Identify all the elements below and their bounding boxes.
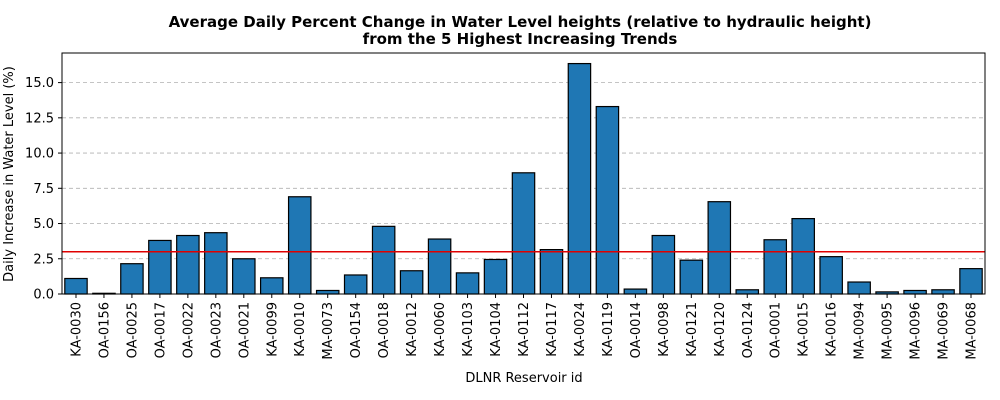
x-axis: KA-0030 OA-0156 OA-0025 OA-0017 OA-0022 OA-00… [69,294,980,360]
bars [64,62,983,295]
bar-ma-0096 [903,289,927,295]
x-tick-label: OA-0021 [237,302,252,358]
bar-ma-0094 [847,281,871,295]
x-axis-label: DLNR Reservoir id [465,371,582,386]
bar-ka-0060 [427,238,452,295]
y-tick-label: 7.5 [33,182,54,197]
bar-ka-0010 [287,196,312,295]
bar-oa-0017 [148,239,172,295]
bar-ma-0068 [959,268,983,295]
x-tick-label: KA-0119 [601,302,616,357]
bar-oa-0022 [176,234,200,295]
x-tick-label: OA-0023 [209,302,224,358]
x-tick-label: KA-0104 [489,302,504,357]
x-tick-label: MA-0095 [881,302,896,360]
y-tick-label: 15.0 [25,76,54,91]
bar-ka-0030 [64,277,88,295]
x-tick-label: KA-0024 [573,302,588,357]
y-tick-label: 2.5 [33,252,54,267]
x-tick-label: MA-0069 [937,302,952,360]
bar-oa-0018 [371,225,396,295]
x-tick-label: KA-0099 [265,302,280,357]
bar-ka-0012 [399,270,424,295]
bar-oa-0154 [343,274,368,295]
x-tick-label: KA-0103 [461,302,476,357]
x-tick-label: MA-0068 [965,302,980,360]
bar-oa-0023 [204,232,228,295]
y-axis: 0.0 2.5 5.0 7.5 10.0 12.5 15.0 [25,76,62,303]
bar-ka-0016 [819,256,843,295]
bar-ka-0121 [679,259,704,295]
x-tick-label: KA-0112 [517,302,532,357]
bar-ka-0099 [259,277,284,295]
x-tick-label: MA-0096 [909,302,924,360]
x-tick-label: OA-0017 [153,302,168,358]
x-tick-label: KA-0121 [685,302,700,357]
x-tick-label: OA-0124 [741,302,756,358]
bar-ka-0104 [483,258,508,295]
x-tick-label: KA-0060 [433,302,448,357]
x-tick-label: MA-0094 [853,302,868,360]
y-tick-label: 10.0 [25,147,54,162]
y-tick-label: 0.0 [33,288,54,303]
x-tick-label: OA-0156 [97,302,112,358]
x-tick-label: KA-0030 [69,302,84,357]
x-tick-label: KA-0016 [825,302,840,357]
bar-ma-0073 [315,289,340,295]
bar-ma-0069 [931,289,955,295]
x-tick-label: OA-0014 [629,302,644,358]
y-axis-label: Daily Increase in Water Level (%) [2,66,17,282]
bar-ka-0112 [511,172,536,295]
bar-oa-0021 [232,258,256,295]
x-tick-label: MA-0073 [321,302,336,360]
x-tick-label: KA-0015 [797,302,812,357]
y-tick-label: 12.5 [25,111,54,126]
bar-oa-0014 [623,288,648,295]
x-tick-label: OA-0025 [125,302,140,358]
x-tick-label: OA-0018 [377,302,392,358]
bar-oa-0124 [735,289,760,295]
x-tick-label: OA-0001 [769,302,784,358]
bar-ka-0103 [455,272,480,295]
bar-ka-0015 [791,217,815,295]
x-tick-label: OA-0154 [349,302,364,358]
y-tick-label: 5.0 [33,217,54,232]
chart-title-line1: Average Daily Percent Change in Water Le… [169,13,872,31]
x-tick-label: KA-0012 [405,302,420,357]
x-tick-label: KA-0117 [545,302,560,357]
x-tick-label: KA-0010 [293,302,308,357]
chart-title-line2: from the 5 Highest Increasing Trends [363,30,678,48]
bar-oa-0025 [120,263,144,295]
bar-ka-0119 [595,105,620,295]
bar-ka-0024 [567,62,592,295]
bar-oa-0001 [763,239,788,295]
x-tick-label: OA-0022 [181,302,196,358]
x-tick-label: KA-0098 [657,302,672,357]
x-tick-label: KA-0120 [713,302,728,357]
bar-ka-0120 [707,201,732,295]
bar-ka-0098 [651,234,676,295]
bar-ka-0117 [539,249,564,295]
